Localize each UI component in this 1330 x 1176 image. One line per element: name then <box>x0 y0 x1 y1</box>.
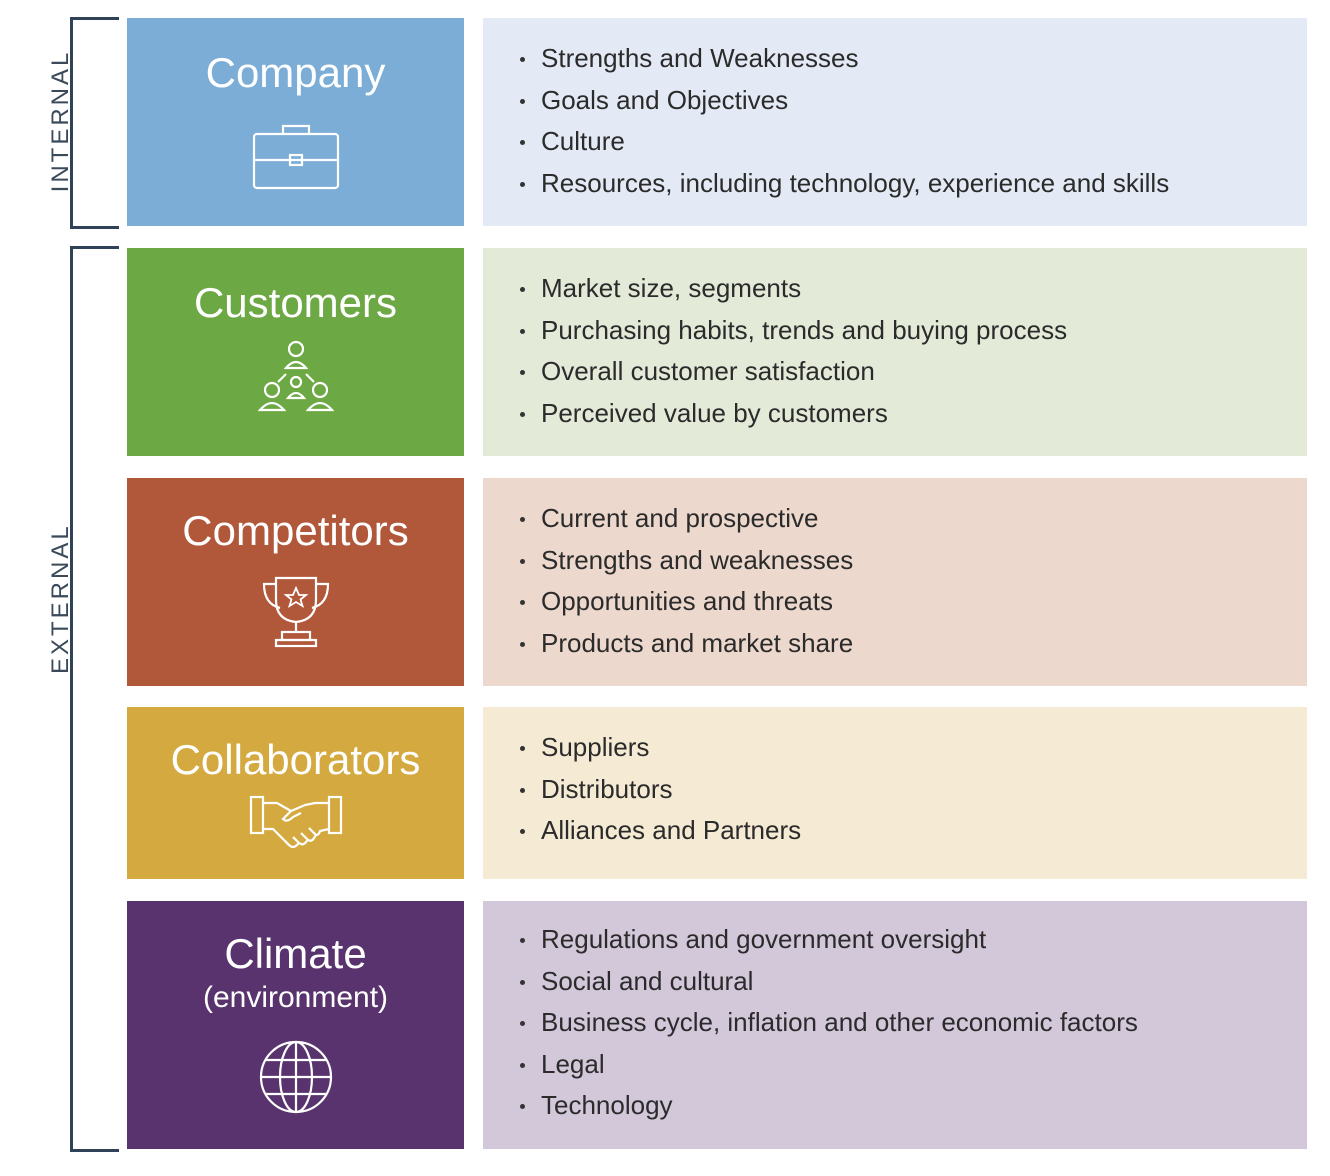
list-item: Market size, segments <box>519 268 1307 310</box>
list-item: Technology <box>519 1085 1307 1127</box>
list-item: Goals and Objectives <box>519 80 1307 122</box>
climate-title: Climate <box>224 930 367 977</box>
briefcase-icon <box>252 124 339 190</box>
climate-panel: Regulations and government oversight Soc… <box>483 901 1307 1149</box>
list-item: Strengths and weaknesses <box>519 540 1307 582</box>
customers-tile: Customers <box>127 248 464 456</box>
climate-tile: Climate (environment) <box>127 901 464 1149</box>
company-list: Strengths and Weaknesses Goals and Objec… <box>519 38 1307 204</box>
customers-panel: Market size, segments Purchasing habits,… <box>483 248 1307 456</box>
company-panel: Strengths and Weaknesses Goals and Objec… <box>483 18 1307 226</box>
climate-list: Regulations and government oversight Soc… <box>519 919 1307 1127</box>
trophy-icon <box>262 576 329 648</box>
company-title: Company <box>205 49 386 96</box>
list-item: Purchasing habits, trends and buying pro… <box>519 310 1307 352</box>
climate-subtitle: (environment) <box>202 981 389 1014</box>
list-item: Business cycle, inflation and other econ… <box>519 1002 1307 1044</box>
collaborators-panel: Suppliers Distributors Alliances and Par… <box>483 707 1307 879</box>
people-network-icon <box>257 340 334 412</box>
competitors-tile: Competitors <box>127 478 464 686</box>
external-bracket <box>70 246 119 1152</box>
list-item: Perceived value by customers <box>519 393 1307 435</box>
globe-icon <box>259 1040 332 1114</box>
competitors-title: Competitors <box>182 507 409 554</box>
list-item: Social and cultural <box>519 961 1307 1003</box>
list-item: Distributors <box>519 769 1307 811</box>
collaborators-tile: Collaborators <box>127 707 464 879</box>
list-item: Regulations and government oversight <box>519 919 1307 961</box>
list-item: Legal <box>519 1044 1307 1086</box>
competitors-list: Current and prospective Strengths and we… <box>519 498 1307 664</box>
list-item: Current and prospective <box>519 498 1307 540</box>
list-item: Products and market share <box>519 623 1307 665</box>
list-item: Alliances and Partners <box>519 810 1307 852</box>
company-tile: Company <box>127 18 464 226</box>
list-item: Suppliers <box>519 727 1307 769</box>
list-item: Overall customer satisfaction <box>519 351 1307 393</box>
list-item: Culture <box>519 121 1307 163</box>
list-item: Resources, including technology, experie… <box>519 163 1307 205</box>
list-item: Opportunities and threats <box>519 581 1307 623</box>
list-item: Strengths and Weaknesses <box>519 38 1307 80</box>
internal-label: INTERNAL <box>47 49 74 193</box>
collaborators-list: Suppliers Distributors Alliances and Par… <box>519 727 1307 852</box>
customers-list: Market size, segments Purchasing habits,… <box>519 268 1307 434</box>
customers-title: Customers <box>193 279 398 326</box>
external-label: EXTERNAL <box>47 523 74 674</box>
competitors-panel: Current and prospective Strengths and we… <box>483 478 1307 686</box>
collaborators-title: Collaborators <box>170 736 421 783</box>
internal-bracket <box>70 17 119 229</box>
handshake-icon <box>249 795 342 849</box>
